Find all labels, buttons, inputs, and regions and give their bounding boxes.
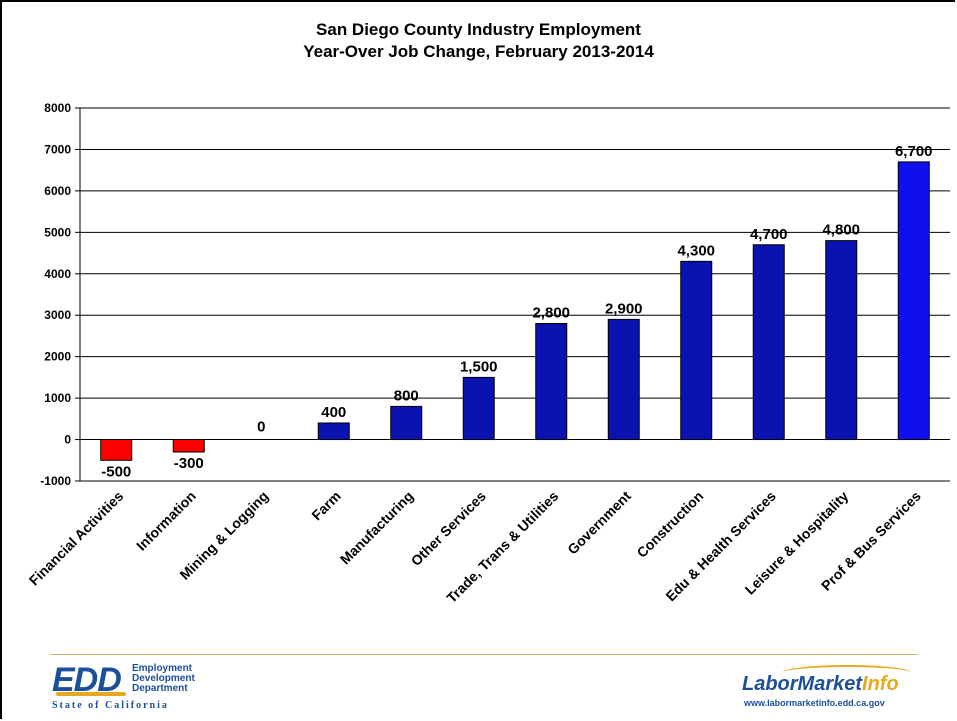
bar bbox=[100, 439, 133, 461]
category-label: Manufacturing bbox=[337, 488, 417, 568]
lmi-logo-mark: LaborMarketInfo bbox=[742, 673, 899, 696]
lmi-mark-part-2: Info bbox=[862, 673, 899, 695]
category-label: Farm bbox=[308, 488, 344, 524]
edd-logo: EDD Employment Development Department St… bbox=[52, 662, 212, 714]
edd-logo-name: Employment Development Department bbox=[132, 664, 195, 694]
y-tick-label: 5000 bbox=[44, 225, 71, 239]
y-tick-label: 3000 bbox=[44, 308, 71, 322]
chart-subtitle: Year-Over Job Change, February 2013-2014 bbox=[303, 42, 654, 61]
y-tick-label: 2000 bbox=[44, 350, 71, 364]
data-label: 6,700 bbox=[895, 143, 933, 160]
bar bbox=[172, 439, 205, 453]
bar bbox=[462, 376, 495, 441]
bar bbox=[390, 405, 423, 441]
bar bbox=[752, 244, 785, 441]
bar-chart: -1000010002000300040005000600070008000-5… bbox=[26, 101, 950, 606]
edd-name-line-3: Department bbox=[132, 683, 188, 694]
chart-title: San Diego County Industry Employment bbox=[316, 20, 641, 39]
data-label: 2,900 bbox=[605, 300, 643, 317]
data-label: -500 bbox=[101, 463, 131, 480]
edd-swoosh-icon bbox=[56, 692, 126, 696]
lmi-url-text: www.labormarketinfo.edd.ca.gov bbox=[744, 698, 885, 708]
category-label: Government bbox=[564, 488, 634, 558]
bar bbox=[680, 260, 713, 441]
data-label: 400 bbox=[321, 404, 346, 421]
y-tick-label: -1000 bbox=[40, 474, 71, 488]
lmi-arc-icon bbox=[782, 665, 912, 681]
y-tick-label: 0 bbox=[64, 433, 71, 447]
data-label: 800 bbox=[394, 387, 419, 404]
edd-state-text: State of California bbox=[52, 700, 169, 711]
bar bbox=[825, 240, 858, 441]
y-tick-label: 4000 bbox=[44, 267, 71, 281]
y-tick-label: 1000 bbox=[44, 391, 71, 405]
bar bbox=[535, 323, 568, 441]
y-tick-label: 8000 bbox=[44, 101, 71, 115]
category-label: Construction bbox=[633, 488, 706, 561]
data-label: 4,800 bbox=[822, 222, 860, 239]
bar bbox=[607, 318, 640, 441]
data-label: 1,500 bbox=[460, 358, 498, 375]
labormarketinfo-logo: LaborMarketInfo www.labormarketinfo.edd.… bbox=[742, 665, 922, 715]
y-tick-label: 7000 bbox=[44, 142, 71, 156]
lmi-mark-part-1: LaborMarket bbox=[742, 673, 863, 695]
edd-name-line-2: Development bbox=[132, 673, 195, 684]
data-label: -300 bbox=[174, 455, 204, 472]
category-label: Information bbox=[133, 488, 199, 554]
y-tick-label: 6000 bbox=[44, 184, 71, 198]
category-label: Financial Activities bbox=[26, 488, 127, 589]
data-label: 4,700 bbox=[750, 226, 788, 243]
category-label: Other Services bbox=[408, 488, 489, 569]
bar bbox=[317, 422, 350, 441]
bar bbox=[897, 161, 930, 441]
footer-divider bbox=[50, 654, 918, 655]
edd-name-line-1: Employment bbox=[132, 663, 193, 674]
data-label: 0 bbox=[257, 419, 265, 436]
data-label: 2,800 bbox=[532, 305, 570, 322]
data-label: 4,300 bbox=[677, 242, 715, 259]
